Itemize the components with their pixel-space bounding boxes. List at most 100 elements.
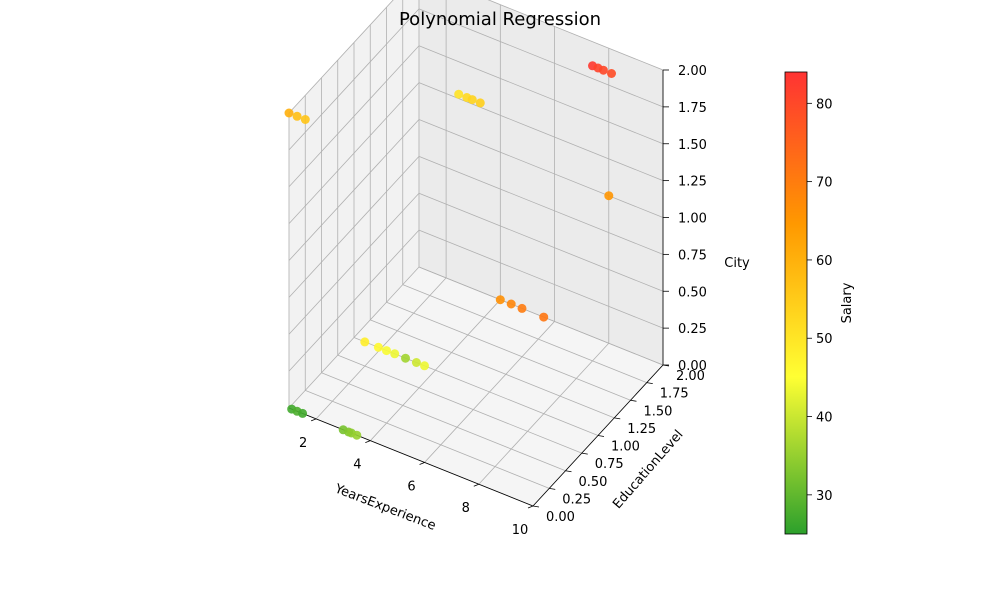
colorbar-tick-label: 40: [816, 411, 833, 426]
z-tick-label: 1.00: [678, 212, 707, 227]
y-tick-label: 1.50: [644, 404, 673, 419]
x-tick-label: 6: [407, 479, 415, 494]
x-tick-mark: [365, 440, 371, 444]
z-tick-label: 0.00: [678, 359, 707, 374]
x-axis-label: YearsExperience: [332, 481, 438, 534]
y-tick-mark: [581, 452, 588, 455]
gridline-z-left: [288, 82, 420, 224]
data-point: [284, 108, 294, 118]
data-point: [598, 65, 608, 75]
data-point: [539, 312, 549, 322]
y-tick-mark: [549, 487, 556, 490]
data-point: [390, 349, 400, 359]
gridline-y-floor: [321, 372, 566, 472]
z-tick-label: 2.00: [678, 64, 707, 79]
gridline-z-back: [418, 156, 664, 255]
y-tick-mark: [597, 435, 605, 437]
data-point: [300, 115, 310, 124]
z-tick-label: 1.50: [678, 138, 707, 153]
gridline-z-left: [288, 45, 420, 188]
y-tick-label: 0.50: [579, 475, 608, 490]
data-point: [420, 361, 429, 371]
data-point: [292, 111, 302, 121]
data-point: [607, 69, 616, 78]
data-points: [284, 61, 616, 440]
data-point: [382, 346, 391, 356]
y-tick-mark: [614, 417, 621, 420]
y-tick-label: 1.00: [611, 440, 640, 455]
colorbar-label: Salary: [840, 282, 855, 323]
colorbar-tick-label: 70: [816, 176, 833, 191]
z-tick-label: 0.50: [678, 285, 707, 300]
data-point: [360, 337, 370, 347]
colorbar: [784, 71, 808, 535]
colorbar-tick-label: 60: [816, 254, 833, 269]
tick-labels: 2 4 6 8 10 0.00 0.25 0.50 0.75 1.00 1.25 1.50 1.75 2.…: [299, 64, 707, 538]
data-point: [454, 89, 464, 99]
y-tick-label: 0.25: [562, 492, 591, 507]
x-tick-label: 4: [353, 458, 361, 473]
data-point: [467, 95, 477, 105]
data-point: [517, 303, 527, 313]
data-point: [298, 408, 308, 418]
data-point: [401, 353, 410, 363]
gridline-y-floor: [337, 354, 582, 454]
x-tick-label: 2: [299, 436, 307, 451]
x-tick-mark: [473, 483, 479, 487]
z-axis-label: City: [724, 256, 750, 271]
data-point: [475, 98, 485, 108]
colorbar-ticks: 30 40 50 60 70 80: [807, 97, 833, 504]
data-point: [604, 191, 614, 201]
colorbar-gradient: [784, 71, 808, 535]
x-axis-line: [288, 407, 534, 507]
x-tick-label: 8: [462, 501, 470, 516]
chart-title: Polynomial Regression: [398, 9, 602, 30]
x-tick-mark: [527, 505, 534, 509]
gridline-z-left: [288, 156, 420, 298]
data-point: [506, 299, 516, 309]
colorbar-tick-label: 30: [816, 489, 833, 504]
gridline-z-back: [418, 8, 664, 108]
y-tick-label: 2.00: [676, 369, 705, 384]
gridline-y-floor: [402, 284, 647, 383]
y-tick-label: 1.25: [627, 422, 656, 437]
x-tick-mark: [419, 462, 425, 465]
x-tick-mark: [310, 418, 317, 422]
data-point: [411, 358, 421, 367]
gridline-z-back: [487, 0, 664, 71]
gridline-y-floor: [386, 301, 631, 401]
grid-lines: [288, 0, 664, 507]
gridline-z-back: [418, 45, 664, 145]
y-tick-label: 0.00: [546, 510, 575, 525]
y-tick-mark: [565, 470, 572, 473]
y-tick-label: 0.75: [595, 457, 624, 472]
colorbar-tick-label: 80: [816, 97, 833, 112]
y-tick-mark: [630, 399, 637, 402]
data-point: [352, 430, 362, 440]
gridline-z-back: [418, 119, 664, 218]
colorbar-tick-label: 50: [816, 332, 833, 347]
data-point: [373, 342, 383, 352]
z-tick-label: 1.75: [678, 101, 707, 116]
gridline-z-left: [288, 8, 420, 151]
y-tick-mark: [532, 505, 540, 508]
z-tick-label: 0.75: [678, 248, 707, 263]
gridline-z-left: [288, 119, 420, 261]
z-tick-label: 0.25: [678, 322, 707, 337]
gridline-z-back: [418, 229, 664, 329]
y-tick-label: 1.75: [660, 387, 689, 402]
gridline-z-back: [418, 192, 664, 292]
gridline-z-left: [288, 0, 394, 114]
y-tick-mark: [646, 382, 653, 385]
x-tick-label: 10: [512, 523, 529, 538]
gridline-z-left: [288, 192, 420, 335]
gridline-y-floor: [305, 390, 550, 489]
z-tick-label: 1.25: [678, 175, 707, 190]
gridline-z-left: [288, 266, 420, 409]
data-point: [495, 295, 505, 305]
gridline-z-left: [288, 229, 420, 372]
gridline-y-floor: [370, 319, 615, 419]
gridline-z-back: [418, 82, 664, 181]
